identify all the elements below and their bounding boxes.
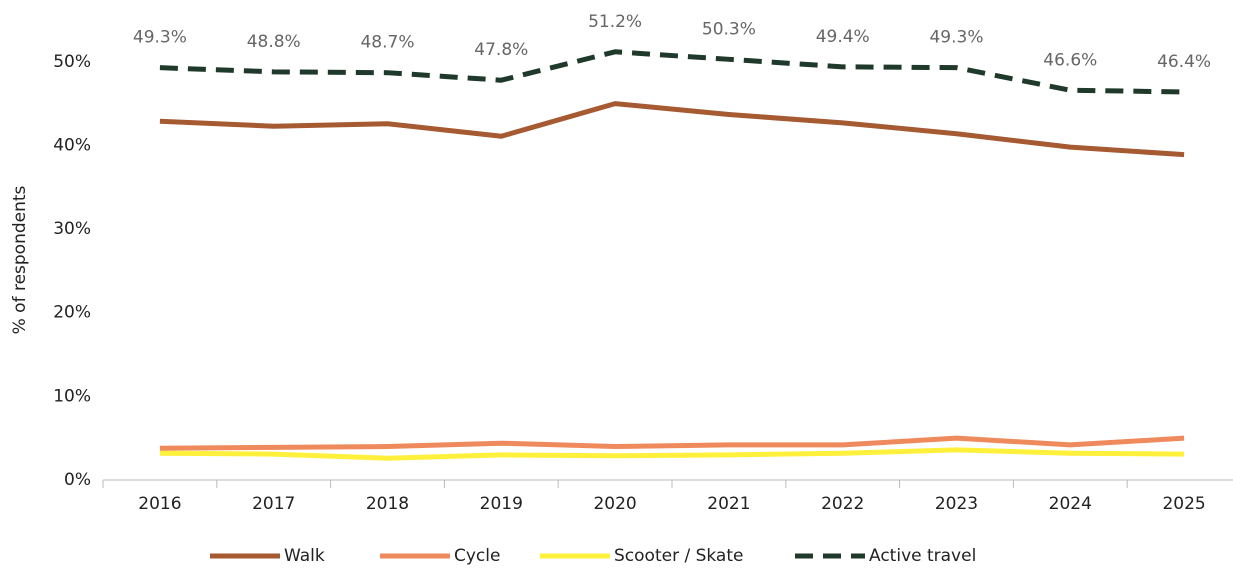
x-tick-label: 2022 [821, 494, 864, 514]
data-label: 46.6% [1043, 50, 1097, 70]
x-tick-label: 2017 [252, 494, 295, 514]
data-label: 48.8% [247, 32, 301, 52]
y-tick-label: 0% [64, 470, 91, 490]
y-tick-label: 40% [53, 135, 91, 155]
data-label: 49.4% [816, 27, 870, 47]
data-label: 49.3% [929, 28, 983, 48]
y-tick-label: 50% [53, 52, 91, 72]
x-tick-label: 2016 [138, 494, 181, 514]
x-tick-label: 2025 [1162, 494, 1205, 514]
data-label: 49.3% [133, 28, 187, 48]
x-tick-label: 2020 [593, 494, 636, 514]
legend-label: Cycle [454, 546, 500, 566]
data-label: 48.7% [360, 33, 414, 53]
data-label: 51.2% [588, 12, 642, 32]
data-label: 50.3% [702, 19, 756, 39]
y-tick-label: 10% [53, 386, 91, 406]
x-tick-label: 2021 [707, 494, 750, 514]
x-tick-label: 2019 [480, 494, 523, 514]
series-line [159, 447, 1185, 461]
data-label: 46.4% [1157, 52, 1211, 72]
y-tick-label: 20% [53, 303, 91, 323]
x-tick-label: 2023 [935, 494, 978, 514]
legend-label: Scooter / Skate [614, 546, 743, 566]
legend-label: Walk [284, 546, 325, 566]
series-line [159, 435, 1185, 451]
y-tick-label: 30% [53, 219, 91, 239]
series-line [159, 101, 1185, 158]
y-axis-label: % of respondents [10, 185, 30, 334]
series-line [159, 49, 1185, 95]
legend-label: Active travel [869, 546, 976, 566]
data-label: 47.8% [474, 40, 528, 60]
x-tick-label: 2024 [1049, 494, 1092, 514]
x-tick-label: 2018 [366, 494, 409, 514]
